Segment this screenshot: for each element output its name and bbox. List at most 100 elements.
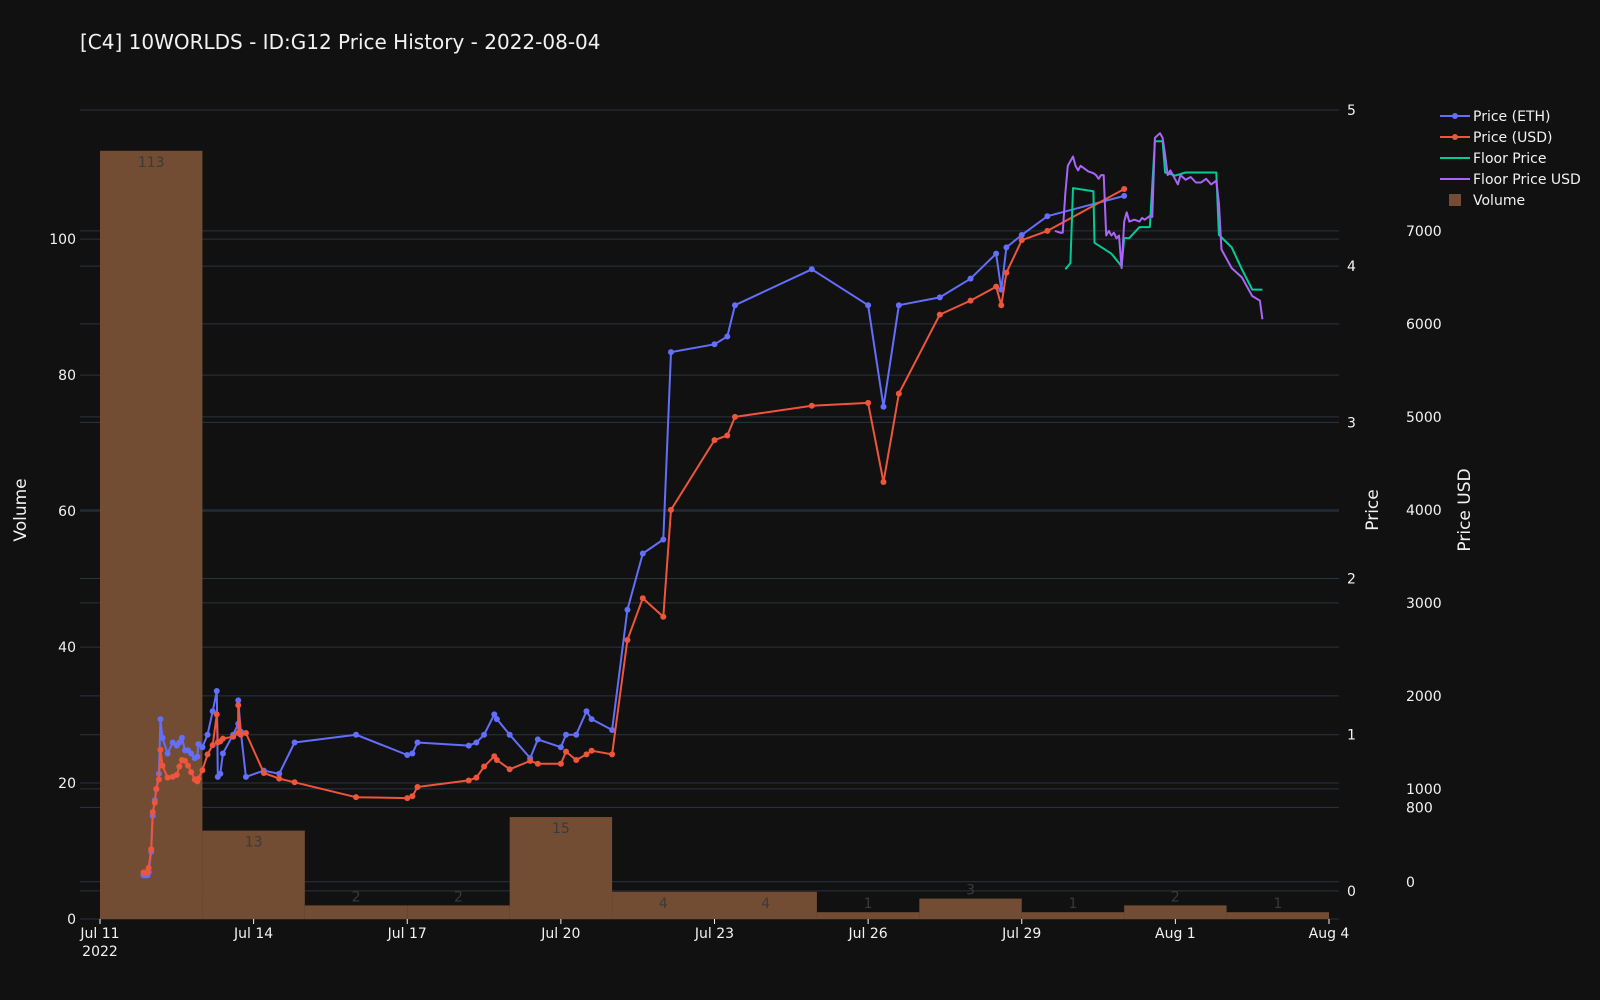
data-point — [573, 731, 580, 738]
data-point — [1044, 227, 1051, 234]
volume-bar — [202, 830, 305, 919]
price-axis-title: Price — [1363, 489, 1383, 530]
data-point — [149, 809, 156, 816]
data-point — [639, 595, 646, 602]
volume-tick-label: 0 — [67, 912, 76, 928]
x-tick-label: Jul 29 — [1001, 926, 1041, 942]
data-point — [414, 739, 421, 746]
volume-bar-label: 1 — [1273, 896, 1282, 912]
data-point — [583, 708, 590, 715]
price-usd-tick-label: 1000 — [1406, 782, 1442, 798]
data-point — [1018, 237, 1025, 244]
data-point — [276, 775, 283, 782]
data-point — [173, 771, 180, 778]
data-point — [724, 432, 731, 439]
data-point — [182, 757, 189, 764]
data-point — [237, 731, 244, 738]
data-point — [506, 731, 513, 738]
data-point — [159, 762, 166, 769]
data-point — [880, 478, 887, 485]
data-point — [169, 739, 176, 746]
volume-bar-label: 2 — [454, 889, 463, 905]
price-usd-tick-label: 0 — [1406, 875, 1415, 891]
data-point — [213, 711, 220, 718]
data-point — [481, 763, 488, 770]
data-point — [473, 774, 480, 781]
legend-label: Price (ETH) — [1473, 109, 1550, 125]
data-point — [998, 302, 1005, 309]
data-point — [660, 536, 667, 543]
data-point — [711, 437, 718, 444]
data-point — [148, 846, 155, 853]
data-point — [493, 756, 500, 763]
data-point — [588, 747, 595, 754]
data-point — [491, 711, 498, 718]
volume-tick-label: 100 — [49, 232, 76, 248]
data-point — [711, 341, 718, 348]
volume-tick-label: 60 — [58, 504, 76, 520]
volume-bar — [100, 150, 203, 919]
volume-bar-label: 1 — [1068, 896, 1077, 912]
data-point — [276, 770, 283, 777]
volume-bar-label: 1 — [864, 896, 873, 912]
data-point — [936, 294, 943, 301]
volume-bar-label: 15 — [552, 821, 570, 837]
price-usd-tick-label: 800 — [1406, 800, 1433, 816]
data-point — [557, 744, 564, 751]
data-point — [176, 739, 183, 746]
data-point — [527, 757, 534, 764]
price-usd-axis-title: Price USD — [1455, 468, 1475, 551]
volume-bars — [100, 150, 1329, 919]
legend-label: Floor Price — [1473, 151, 1546, 167]
data-point — [573, 756, 580, 763]
data-point — [217, 770, 224, 777]
data-point — [562, 748, 569, 755]
price-lines — [140, 132, 1264, 879]
legend-marker — [1452, 134, 1458, 140]
data-point — [1018, 231, 1025, 238]
data-point — [583, 751, 590, 758]
data-point — [153, 785, 160, 792]
price-tick-label: 3 — [1347, 415, 1356, 431]
volume-bar — [407, 905, 510, 919]
data-point — [936, 311, 943, 318]
data-point — [209, 742, 216, 749]
data-point — [481, 731, 488, 738]
data-point — [235, 702, 242, 709]
data-point — [624, 606, 631, 613]
volume-bar — [816, 912, 920, 919]
volume-bar — [509, 817, 613, 919]
data-point — [609, 751, 616, 758]
data-point — [209, 708, 216, 715]
data-point — [880, 403, 887, 410]
data-point — [353, 731, 360, 738]
data-point — [506, 766, 513, 773]
data-point — [188, 750, 195, 757]
data-point — [731, 302, 738, 309]
data-point — [724, 333, 731, 340]
data-point — [609, 727, 616, 734]
data-point — [473, 739, 480, 746]
data-point — [624, 637, 631, 644]
chart-title: [C4] 10WORLDS - ID:G12 Price History - 2… — [80, 30, 601, 54]
data-point — [588, 716, 595, 723]
data-point — [493, 716, 500, 723]
x-tick-label: Jul 17 — [387, 926, 427, 942]
price-usd-tick-label: 5000 — [1406, 410, 1442, 426]
data-point — [1003, 244, 1010, 251]
volume-bar-label: 3 — [966, 883, 975, 899]
data-point — [967, 297, 974, 304]
data-point — [230, 733, 237, 740]
axes: 0204060801000123450100020003000400050006… — [49, 103, 1441, 960]
data-point — [895, 390, 902, 397]
data-point — [667, 349, 674, 356]
x-tick-year: 2022 — [82, 944, 118, 960]
price-tick-label: 0 — [1347, 884, 1356, 900]
volume-bar — [304, 905, 408, 919]
data-point — [188, 769, 195, 776]
data-point — [219, 750, 226, 757]
data-point — [291, 779, 298, 786]
series-line-floor-price — [1064, 140, 1263, 291]
data-point — [199, 744, 206, 751]
